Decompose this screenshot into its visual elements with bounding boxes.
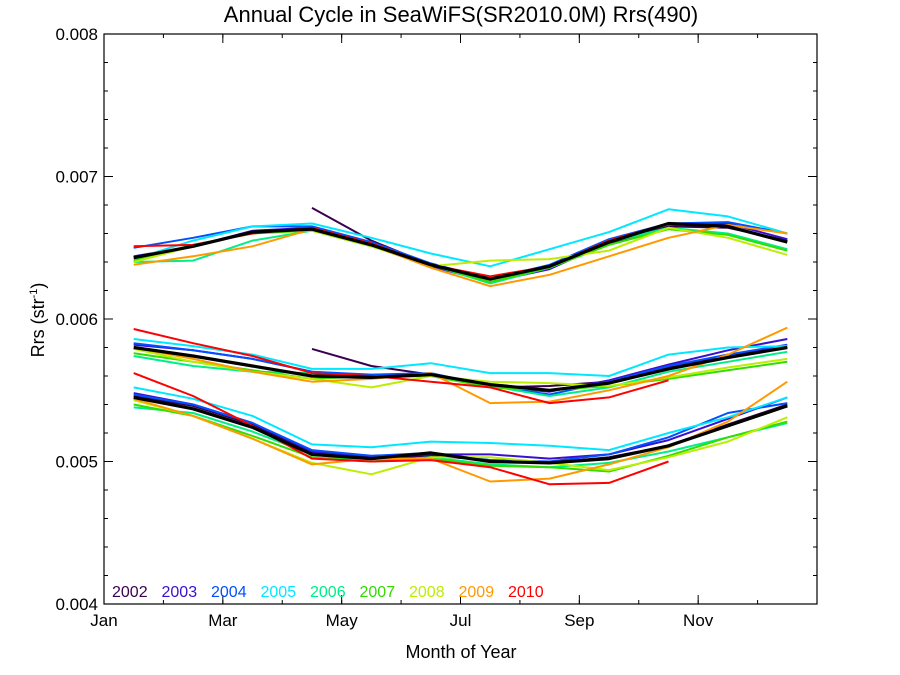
x-tick-label-jul: Jul [450, 611, 472, 630]
y-tick-label-3: 0.007 [55, 168, 98, 187]
series-line-2005-group-1 [133, 208, 788, 268]
y-axis-label-superscript: -1 [28, 289, 40, 299]
legend-item-2006: 2006 [310, 584, 346, 601]
x-axis-label: Month of Year [405, 642, 516, 662]
x-tick-label-nov: Nov [683, 611, 714, 630]
x-tick-label-may: May [326, 611, 359, 630]
x-tick-label-jan: Jan [90, 611, 117, 630]
series-line-2007-group-3 [133, 403, 788, 473]
y-axis-tick-labels: 0.004 0.005 0.006 0.007 0.008 [55, 25, 98, 614]
plot-frame [103, 33, 818, 605]
series-line-2005-group-3 [133, 386, 788, 452]
legend: 2002 2003 2004 2005 2006 2007 2008 2009 2010 [112, 584, 544, 601]
mean-line-group-2 [133, 345, 788, 392]
series-line-2010-group-2 [133, 328, 669, 405]
legend-item-2003: 2003 [162, 584, 198, 601]
x-axis-tick-labels: Jan Mar May Jul Sep Nov [90, 611, 713, 630]
mean-line-group-1 [133, 221, 788, 281]
series-line-2009-group-2 [133, 326, 788, 405]
x-axis-ticks [103, 34, 818, 604]
plot-lines [133, 207, 788, 486]
y-axis-label-main: Rrs (str [28, 298, 48, 357]
x-tick-label-mar: Mar [208, 611, 238, 630]
legend-item-2010: 2010 [508, 584, 544, 601]
y-tick-label-4: 0.008 [55, 25, 98, 44]
legend-item-2008: 2008 [409, 584, 445, 601]
x-tick-label-sep: Sep [564, 611, 594, 630]
y-axis-label: Rrs (str-1) [28, 283, 48, 358]
y-axis-ticks [104, 33, 817, 605]
y-tick-label-0: 0.004 [55, 595, 98, 614]
legend-item-2002: 2002 [112, 584, 148, 601]
legend-item-2005: 2005 [261, 584, 297, 601]
series-line-2010-group-3 [133, 372, 669, 486]
series-line-2006-group-3 [133, 406, 788, 469]
chart-title: Annual Cycle in SeaWiFS(SR2010.0M) Rrs(4… [224, 2, 698, 27]
y-tick-label-2: 0.006 [55, 310, 98, 329]
legend-item-2007: 2007 [360, 584, 396, 601]
series-line-2009-group-1 [133, 223, 788, 288]
y-tick-label-1: 0.005 [55, 453, 98, 472]
legend-item-2004: 2004 [211, 584, 247, 601]
legend-item-2009: 2009 [459, 584, 495, 601]
mean-line-group-3 [133, 395, 788, 465]
y-axis-label-end: ) [28, 283, 48, 289]
